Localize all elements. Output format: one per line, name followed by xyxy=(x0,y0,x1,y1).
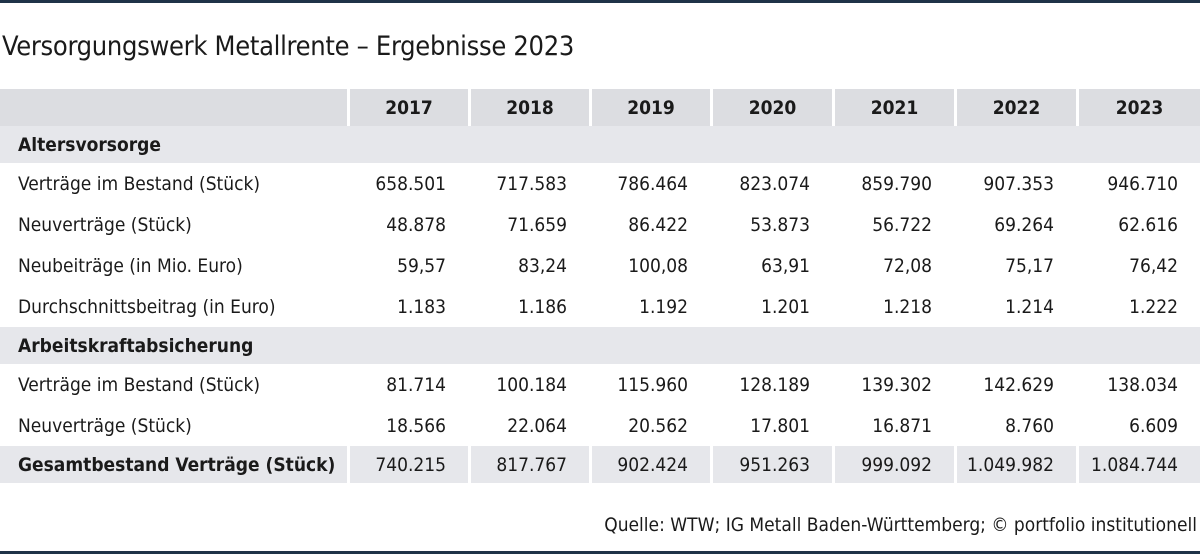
table-cell: 56.722 xyxy=(832,204,954,245)
table-cell: 1.049.982 xyxy=(954,446,1076,483)
year-header: 2022 xyxy=(954,89,1076,126)
table-cell: 72,08 xyxy=(832,245,954,286)
table-cell: 69.264 xyxy=(954,204,1076,245)
table-cell: 823.074 xyxy=(710,163,832,204)
row-label: Neuverträge (Stück) xyxy=(18,213,192,236)
table-cell: 1.186 xyxy=(468,286,589,327)
table-cell: 62.616 xyxy=(1076,204,1200,245)
table-cell: 128.189 xyxy=(710,364,832,405)
table-cell: 138.034 xyxy=(1076,364,1200,405)
section-header-altersvorsorge: Altersvorsorge xyxy=(0,126,1200,163)
table-cell: 100,08 xyxy=(589,245,710,286)
table-cell: 100.184 xyxy=(468,364,589,405)
year-header: 2017 xyxy=(347,89,468,126)
year-header: 2019 xyxy=(589,89,710,126)
section-title: Arbeitskraftabsicherung xyxy=(0,327,1200,364)
table-cell: 902.424 xyxy=(589,446,710,483)
table-cell: 8.760 xyxy=(954,405,1076,446)
table-cell: 1.201 xyxy=(710,286,832,327)
table-cell: 22.064 xyxy=(468,405,589,446)
table-cell: 817.767 xyxy=(468,446,589,483)
table-cell: 139.302 xyxy=(832,364,954,405)
table-row: Neuverträge (Stück) 48.878 71.659 86.422… xyxy=(0,204,1200,245)
table-cell: 6.609 xyxy=(1076,405,1200,446)
year-header: 2020 xyxy=(710,89,832,126)
table-cell: 1.183 xyxy=(347,286,468,327)
section-header-arbeitskraftabsicherung: Arbeitskraftabsicherung xyxy=(0,327,1200,364)
page-title: Versorgungswerk Metallrente – Ergebnisse… xyxy=(2,31,575,62)
table-cell: 946.710 xyxy=(1076,163,1200,204)
table-cell: 907.353 xyxy=(954,163,1076,204)
table-cell: 1.084.744 xyxy=(1076,446,1200,483)
top-rule xyxy=(0,0,1200,3)
table-cell: 20.562 xyxy=(589,405,710,446)
table-cell: 1.222 xyxy=(1076,286,1200,327)
row-label: Verträge im Bestand (Stück) xyxy=(18,373,261,396)
year-header: 2021 xyxy=(832,89,954,126)
total-label: Gesamtbestand Verträge (Stück) xyxy=(0,446,347,483)
table-row: Verträge im Bestand (Stück) 658.501 717.… xyxy=(0,163,1200,204)
table-cell: 142.629 xyxy=(954,364,1076,405)
table-cell: 71.659 xyxy=(468,204,589,245)
table-cell: 81.714 xyxy=(347,364,468,405)
row-label: Verträge im Bestand (Stück) xyxy=(18,172,261,195)
results-table: 2017 2018 2019 2020 2021 2022 2023 Alter… xyxy=(0,89,1200,483)
table-cell: 75,17 xyxy=(954,245,1076,286)
table-cell: 48.878 xyxy=(347,204,468,245)
table-cell: 859.790 xyxy=(832,163,954,204)
table-cell: 83,24 xyxy=(468,245,589,286)
table-cell: 76,42 xyxy=(1076,245,1200,286)
header-row: 2017 2018 2019 2020 2021 2022 2023 xyxy=(0,89,1200,126)
year-header: 2023 xyxy=(1076,89,1200,126)
row-label: Neuverträge (Stück) xyxy=(18,414,192,437)
header-corner xyxy=(0,89,347,126)
table-cell: 1.218 xyxy=(832,286,954,327)
row-label: Durchschnittsbeitrag (in Euro) xyxy=(18,295,276,318)
table-row: Durchschnittsbeitrag (in Euro) 1.183 1.1… xyxy=(0,286,1200,327)
section-title: Altersvorsorge xyxy=(0,126,1200,163)
year-header: 2018 xyxy=(468,89,589,126)
table-cell: 1.214 xyxy=(954,286,1076,327)
table-cell: 86.422 xyxy=(589,204,710,245)
table-cell: 1.192 xyxy=(589,286,710,327)
table-row: Neuverträge (Stück) 18.566 22.064 20.562… xyxy=(0,405,1200,446)
table-cell: 17.801 xyxy=(710,405,832,446)
total-row: Gesamtbestand Verträge (Stück) 740.215 8… xyxy=(0,446,1200,483)
table-cell: 59,57 xyxy=(347,245,468,286)
row-label: Neubeiträge (in Mio. Euro) xyxy=(18,254,243,277)
table-cell: 786.464 xyxy=(589,163,710,204)
table-row: Verträge im Bestand (Stück) 81.714 100.1… xyxy=(0,364,1200,405)
table-cell: 999.092 xyxy=(832,446,954,483)
table-row: Neubeiträge (in Mio. Euro) 59,57 83,24 1… xyxy=(0,245,1200,286)
table-cell: 951.263 xyxy=(710,446,832,483)
table-cell: 53.873 xyxy=(710,204,832,245)
bottom-rule xyxy=(0,551,1200,554)
table-cell: 18.566 xyxy=(347,405,468,446)
table-cell: 740.215 xyxy=(347,446,468,483)
table-cell: 63,91 xyxy=(710,245,832,286)
table-cell: 115.960 xyxy=(589,364,710,405)
table-cell: 16.871 xyxy=(832,405,954,446)
table-cell: 658.501 xyxy=(347,163,468,204)
source-note: Quelle: WTW; IG Metall Baden-Württemberg… xyxy=(604,514,1197,536)
table-cell: 717.583 xyxy=(468,163,589,204)
